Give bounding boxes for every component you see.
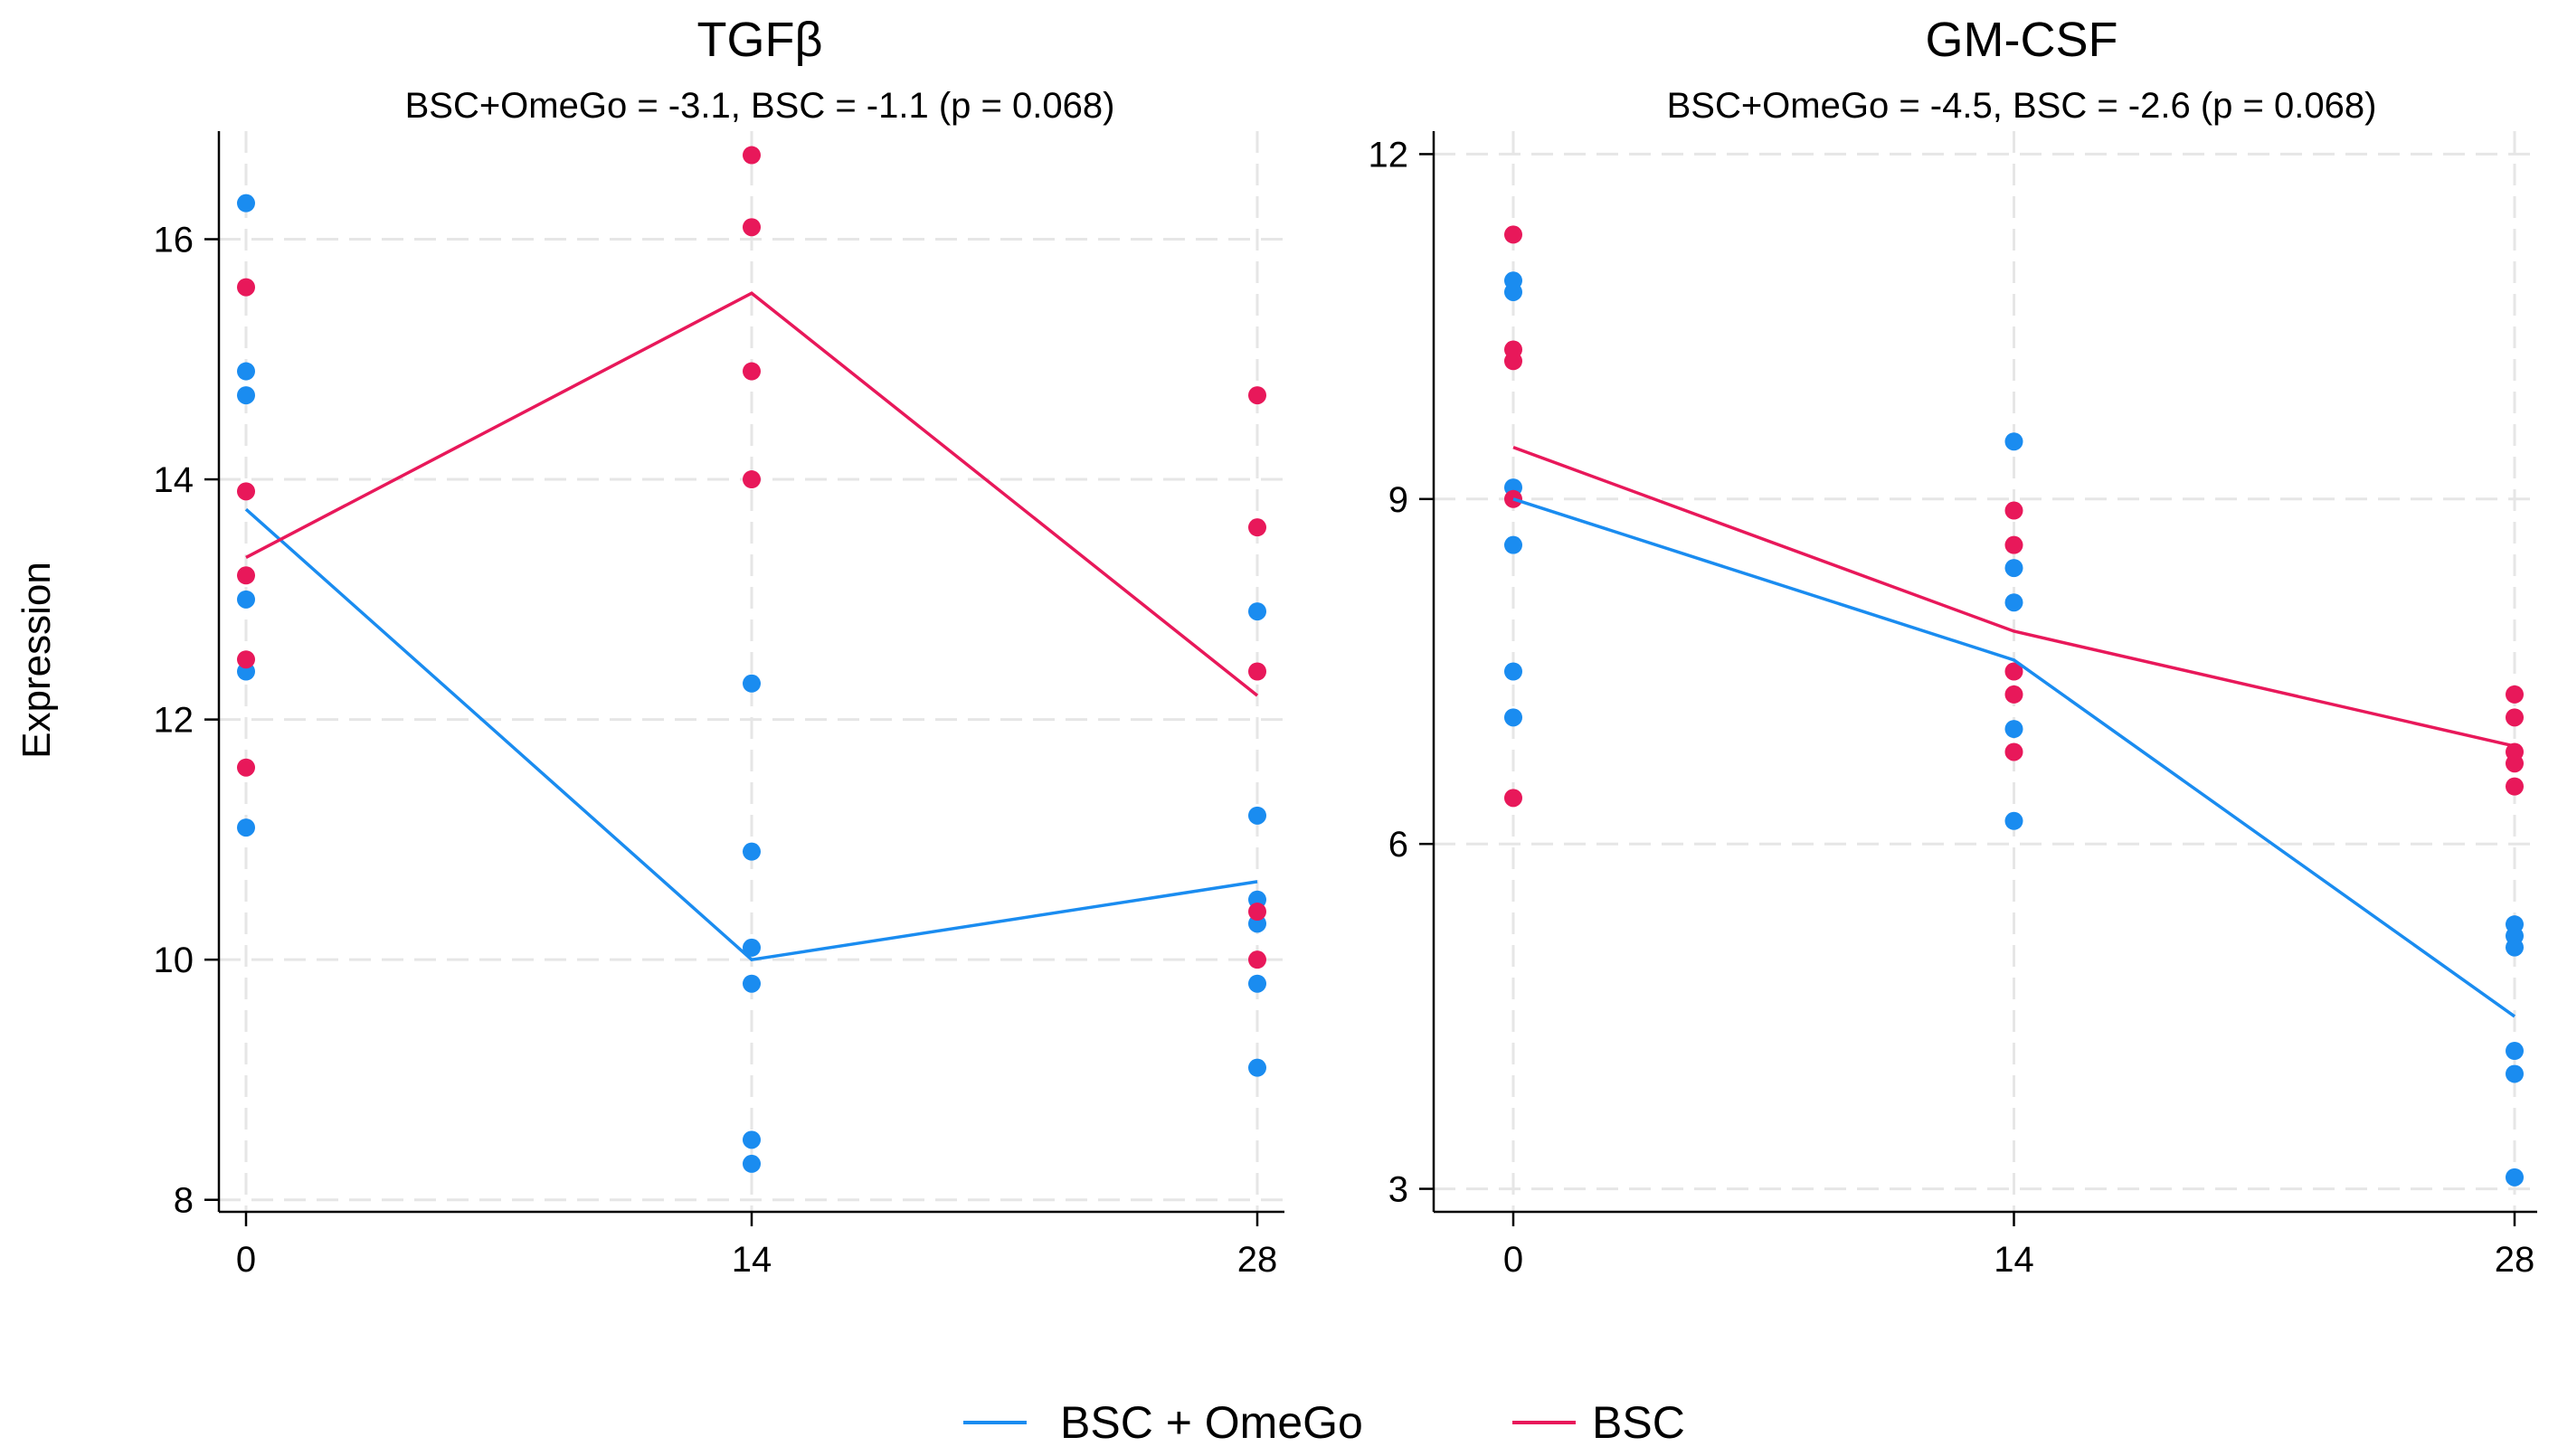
data-point-bsc-omego — [743, 1154, 761, 1173]
data-point-bsc-omego — [2004, 720, 2023, 739]
x-tick-label: 28 — [2495, 1240, 2535, 1280]
legend: BSC + OmeGo BSC — [963, 1397, 1685, 1448]
data-point-bsc-omego — [237, 362, 255, 381]
data-point-bsc — [1504, 225, 1522, 244]
series-line-bsc-omego — [244, 507, 1258, 962]
legend-label-bsc: BSC — [1592, 1397, 1685, 1448]
data-point-bsc-omego — [237, 386, 255, 405]
data-point-bsc — [237, 482, 255, 501]
legend-label-bsc-omego: BSC + OmeGo — [1060, 1397, 1363, 1448]
data-point-bsc — [1248, 662, 1266, 681]
y-tick-label: 12 — [154, 701, 194, 741]
x-tick-label: 14 — [732, 1240, 772, 1280]
y-tick-label: 16 — [154, 221, 194, 260]
data-point-bsc — [1248, 386, 1266, 405]
data-point-bsc — [2004, 535, 2023, 554]
data-point-bsc — [1504, 352, 1522, 371]
data-point-bsc-omego — [2004, 811, 2023, 830]
y-tick-label: 10 — [154, 941, 194, 980]
data-point-bsc-omego — [2004, 432, 2023, 451]
data-point-bsc — [237, 758, 255, 777]
series-line-bsc — [1512, 445, 2515, 748]
data-point-bsc-omego — [2506, 1042, 2524, 1061]
data-point-bsc — [1248, 950, 1266, 969]
data-point-bsc — [1248, 518, 1266, 537]
series-line-bsc-omego — [1512, 497, 2516, 1018]
data-point-bsc — [1504, 789, 1522, 808]
data-point-bsc-omego — [1504, 708, 1522, 727]
data-point-bsc — [237, 566, 255, 585]
data-point-bsc — [1248, 903, 1266, 922]
data-point-bsc-omego — [743, 674, 761, 693]
data-point-bsc-omego — [237, 818, 255, 837]
y-tick-label: 14 — [154, 460, 194, 500]
data-point-bsc — [743, 470, 761, 489]
y-tick-label: 6 — [1388, 825, 1408, 865]
data-point-bsc-omego — [237, 590, 255, 609]
y-tick-label: 3 — [1388, 1170, 1408, 1210]
x-tick-label: 28 — [1237, 1240, 1278, 1280]
chart-title: GM-CSF — [1926, 13, 2118, 67]
y-axis-label: Expression — [14, 562, 59, 759]
data-point-bsc — [2004, 685, 2023, 704]
y-tick-label: 12 — [1369, 135, 1409, 175]
data-point-bsc-omego — [743, 938, 761, 957]
data-point-bsc — [2506, 685, 2524, 704]
data-point-bsc-omego — [743, 1130, 761, 1149]
chart-title: TGFβ — [696, 13, 822, 67]
data-point-bsc — [2506, 754, 2524, 773]
x-tick-label: 0 — [236, 1240, 256, 1280]
data-point-bsc-omego — [1248, 974, 1266, 993]
chart-panel-1: 8 10 12 14 16 0 14 28 TGFβ BSC+OmeGo = -3.1, BSC … — [154, 13, 1284, 1280]
data-point-bsc-omego — [237, 194, 255, 213]
x-tick-label: 0 — [1503, 1240, 1523, 1280]
data-point-bsc — [237, 650, 255, 669]
y-tick-label: 8 — [174, 1181, 194, 1221]
data-point-bsc — [2004, 501, 2023, 520]
x-tick-label: 14 — [1994, 1240, 2034, 1280]
data-point-bsc — [2004, 742, 2023, 761]
data-point-bsc — [2506, 708, 2524, 727]
data-point-bsc-omego — [2506, 938, 2524, 957]
data-point-bsc-omego — [2506, 1064, 2524, 1083]
chart-subtitle: BSC+OmeGo = -4.5, BSC = -2.6 (p = 0.068) — [1667, 86, 2377, 126]
data-point-bsc-omego — [743, 974, 761, 993]
data-point-bsc-omego — [2506, 1168, 2524, 1187]
data-point-bsc-omego — [1504, 662, 1522, 681]
data-point-bsc — [743, 218, 761, 237]
data-point-bsc — [2506, 777, 2524, 796]
y-tick-label: 9 — [1388, 480, 1408, 520]
data-point-bsc-omego — [1248, 1058, 1266, 1077]
chart-subtitle: BSC+OmeGo = -3.1, BSC = -1.1 (p = 0.068) — [405, 86, 1115, 126]
data-point-bsc — [743, 146, 761, 165]
data-point-bsc-omego — [1248, 806, 1266, 825]
series-line-bsc — [245, 291, 1259, 697]
data-point-bsc-omego — [1248, 602, 1266, 621]
data-point-bsc-omego — [1504, 282, 1522, 301]
data-point-bsc-omego — [2004, 593, 2023, 612]
data-point-bsc-omego — [2004, 559, 2023, 578]
data-point-bsc-omego — [1504, 535, 1522, 554]
chart-panel-2: 3 6 9 12 0 14 28 GM-CSF BSC+OmeGo = -4.5, BSC = … — [1369, 13, 2537, 1280]
data-point-bsc — [237, 278, 255, 297]
data-point-bsc-omego — [743, 842, 761, 861]
data-point-bsc — [2004, 662, 2023, 681]
data-point-bsc — [743, 362, 761, 381]
